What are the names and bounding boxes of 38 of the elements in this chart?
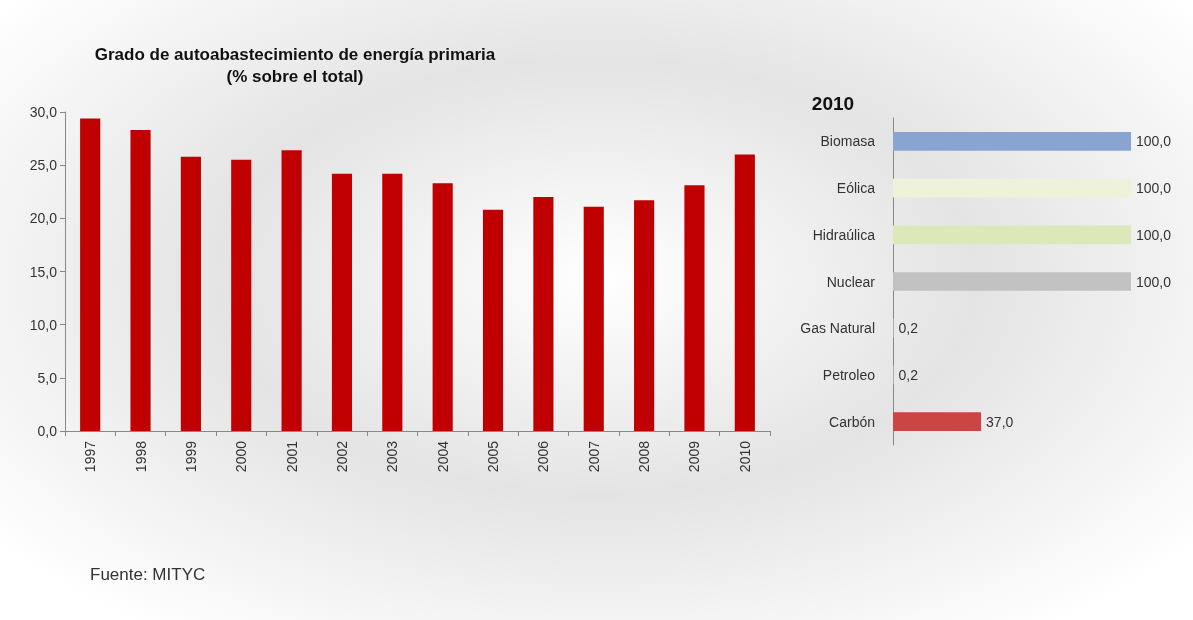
x-tick-label: 2008 (636, 440, 653, 473)
data-label: 0,2 (898, 366, 919, 383)
y-tick-label: Petroleo (822, 366, 876, 383)
y-tick-label: Eólica (836, 180, 876, 197)
data-label: 37,0 (986, 413, 1014, 430)
x-tick-label: 2003 (384, 440, 401, 473)
x-tick-label: 2000 (233, 440, 250, 473)
y-tick-label: 15,0 (29, 263, 58, 280)
data-label: 100,0 (1136, 226, 1172, 243)
chart-title: Grado de autoabastecimiento de energía primaria (% sobre el total) (94, 44, 496, 86)
x-tick-label: 2001 (283, 440, 300, 473)
x-tick-label: 1999 (182, 440, 199, 473)
x-tick-label: 2009 (686, 440, 703, 473)
y-tick-label: Gas Natural (800, 320, 875, 337)
y-tick-label: Carbón (829, 413, 875, 430)
y-tick-label: 0,0 (37, 423, 58, 439)
y-tick-label: 25,0 (29, 157, 58, 174)
x-tick-label: 1997 (82, 440, 99, 473)
data-label: 100,0 (1136, 180, 1172, 197)
data-label: 0,2 (898, 320, 919, 337)
x-tick-label: 2006 (535, 440, 552, 473)
source-note: Fuente: MITYC (90, 565, 206, 584)
y-tick-label: 5,0 (37, 369, 58, 386)
x-tick-label: 1998 (132, 440, 149, 473)
y-tick-label: Biomasa (820, 133, 876, 150)
y-tick-label: 10,0 (29, 316, 58, 333)
x-tick-label: 2002 (333, 440, 350, 473)
x-tick-label: 2010 (736, 440, 753, 473)
data-label: 100,0 (1136, 273, 1172, 290)
y-tick-label: Hidraúlica (812, 226, 876, 243)
y-tick-label: 20,0 (29, 210, 58, 227)
x-tick-label: 2005 (485, 440, 502, 473)
y-tick-label: 30,0 (29, 104, 58, 120)
data-label: 100,0 (1136, 133, 1172, 150)
y-tick-label: Nuclear (826, 273, 876, 290)
x-tick-label: 2007 (585, 440, 602, 473)
x-tick-label: 2004 (434, 440, 451, 473)
chart-title: 2010 (811, 92, 855, 114)
